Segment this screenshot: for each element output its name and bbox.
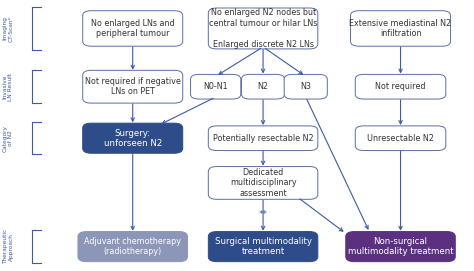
FancyBboxPatch shape [350, 11, 450, 46]
Text: Surgery:
unforseen N2: Surgery: unforseen N2 [103, 128, 162, 148]
FancyBboxPatch shape [209, 231, 318, 262]
FancyBboxPatch shape [83, 70, 183, 103]
FancyBboxPatch shape [209, 126, 318, 151]
FancyBboxPatch shape [355, 74, 446, 99]
Text: N2: N2 [257, 82, 269, 91]
Text: Dedicated
multidisciplinary
assessment: Dedicated multidisciplinary assessment [230, 168, 296, 198]
Text: Therapeutic
Approach: Therapeutic Approach [3, 229, 13, 264]
Text: Surgical multimodality
treatment: Surgical multimodality treatment [215, 237, 311, 256]
FancyBboxPatch shape [355, 126, 446, 151]
Text: Not required if negative
LNs on PET: Not required if negative LNs on PET [85, 77, 181, 96]
Text: Invasive
LN Result: Invasive LN Result [3, 73, 13, 101]
Text: Potentially resectable N2: Potentially resectable N2 [213, 134, 313, 143]
Text: Adjuvant chemotherapy
(radiotherapy): Adjuvant chemotherapy (radiotherapy) [84, 237, 181, 256]
FancyBboxPatch shape [191, 74, 241, 99]
FancyBboxPatch shape [209, 166, 318, 199]
Text: No enlarged LNs and
peripheral tumour: No enlarged LNs and peripheral tumour [91, 19, 174, 38]
FancyBboxPatch shape [83, 123, 183, 153]
Text: Not required: Not required [375, 82, 426, 91]
Text: N0-N1: N0-N1 [203, 82, 228, 91]
Text: Non-surgical
multimodality treatment: Non-surgical multimodality treatment [348, 237, 453, 256]
FancyBboxPatch shape [78, 231, 188, 262]
Text: Category
of N2: Category of N2 [3, 125, 13, 152]
FancyBboxPatch shape [346, 231, 455, 262]
FancyBboxPatch shape [242, 74, 284, 99]
Text: No enlarged N2 nodes but
central tumour or hilar LNs

Enlarged discrete N2 LNs: No enlarged N2 nodes but central tumour … [209, 8, 317, 49]
Text: **: ** [259, 209, 267, 219]
Text: Unresectable N2: Unresectable N2 [367, 134, 434, 143]
Text: Imaging
CT-Scan*: Imaging CT-Scan* [3, 15, 13, 42]
FancyBboxPatch shape [83, 11, 183, 46]
FancyBboxPatch shape [284, 74, 327, 99]
Text: N3: N3 [301, 82, 311, 91]
Text: Extensive mediastinal N2
infiltration: Extensive mediastinal N2 infiltration [349, 19, 452, 38]
FancyBboxPatch shape [209, 8, 318, 49]
